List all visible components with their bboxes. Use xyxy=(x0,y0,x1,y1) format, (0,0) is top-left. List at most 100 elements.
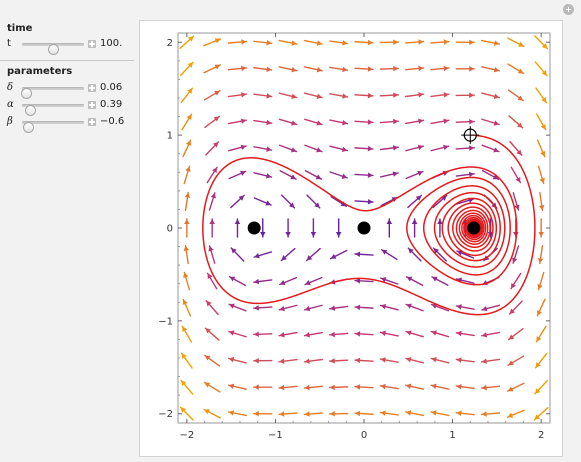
vector-arrow xyxy=(405,330,424,338)
x-tick-label: 1 xyxy=(449,430,455,441)
vector-arrow xyxy=(205,300,219,316)
equilibrium-point xyxy=(247,221,261,235)
reset-plus-icon[interactable] xyxy=(563,4,574,15)
vector-arrow xyxy=(328,384,349,391)
start-point-locator xyxy=(461,126,480,145)
vector-arrow xyxy=(227,118,248,125)
delta-slider[interactable] xyxy=(20,87,84,99)
vector-arrow xyxy=(430,144,450,152)
vector-arrow xyxy=(303,304,323,312)
plot-axes: −2 −2 −1 −1 0 0 1 1 2 2 xyxy=(158,32,551,441)
vector-arrow xyxy=(303,358,324,364)
vector-arrow xyxy=(455,119,475,125)
vector-arrow xyxy=(253,66,273,73)
vector-arrow xyxy=(354,172,374,178)
vector-arrow xyxy=(227,383,247,390)
vector-arrow xyxy=(480,331,501,338)
vector-arrow xyxy=(253,93,273,99)
vector-arrow xyxy=(204,327,220,341)
vector-arrow xyxy=(354,410,374,417)
vector-arrow xyxy=(405,118,425,125)
vector-arrow xyxy=(329,119,349,126)
vector-arrow xyxy=(509,140,523,156)
vector-arrow xyxy=(228,303,247,312)
vector-arrow xyxy=(203,408,221,419)
vector-arrow xyxy=(330,195,348,207)
vector-arrow xyxy=(354,39,374,46)
vector-arrow xyxy=(304,144,323,153)
vector-arrow xyxy=(206,166,218,184)
vector-arrow xyxy=(253,357,273,364)
vector-arrow xyxy=(204,115,221,129)
vector-arrow xyxy=(303,411,324,417)
time-slider[interactable] xyxy=(22,43,84,55)
alpha-slider[interactable] xyxy=(22,104,84,116)
vector-arrow xyxy=(234,218,241,238)
phase-portrait-plot[interactable]: −2 −2 −1 −1 0 0 1 1 2 2 xyxy=(140,21,562,456)
vector-arrow xyxy=(253,146,273,152)
vector-arrow xyxy=(278,92,298,99)
vector-arrow xyxy=(380,249,398,261)
vector-arrow xyxy=(278,331,298,338)
vector-arrow xyxy=(481,92,500,100)
vector-arrow xyxy=(405,276,424,286)
vector-arrow xyxy=(380,277,399,285)
vector-arrow xyxy=(208,245,216,264)
vector-arrow xyxy=(379,383,399,390)
vector-arrow xyxy=(480,411,501,417)
vector-arrow xyxy=(278,358,298,364)
vector-arrow xyxy=(228,356,247,364)
time-expand-icon[interactable] xyxy=(88,40,96,48)
vector-arrow xyxy=(537,271,545,291)
vector-arrow xyxy=(303,39,323,46)
vector-arrow xyxy=(285,218,291,238)
vector-arrow xyxy=(405,357,425,364)
trajectory-curve xyxy=(202,134,536,316)
vector-arrow xyxy=(209,218,215,238)
vector-arrow xyxy=(228,170,247,180)
vector-arrow xyxy=(405,144,425,152)
vector-arrow xyxy=(404,39,425,45)
alpha-expand-icon[interactable] xyxy=(88,101,96,109)
alpha-slider-thumb[interactable] xyxy=(25,105,37,116)
vector-arrow xyxy=(354,66,374,72)
time-slider-thumb[interactable] xyxy=(48,44,59,55)
vector-arrow xyxy=(260,218,266,238)
equilibrium-point xyxy=(467,221,481,235)
beta-expand-icon[interactable] xyxy=(88,118,96,126)
vector-arrow xyxy=(437,218,443,238)
vector-arrow xyxy=(182,139,192,158)
vector-arrow xyxy=(455,145,475,151)
vector-arrow xyxy=(329,93,349,99)
vector-arrow xyxy=(481,144,500,153)
vector-arrow xyxy=(303,384,324,391)
vector-arrow xyxy=(535,87,548,104)
vector-arrow xyxy=(278,304,298,312)
vector-arrow xyxy=(538,218,544,238)
vector-arrow xyxy=(455,39,475,46)
vector-arrow xyxy=(379,145,399,151)
vector-arrow xyxy=(253,278,273,285)
time-value: 100. xyxy=(100,38,123,49)
delta-slider-thumb[interactable] xyxy=(20,88,32,99)
beta-slider[interactable] xyxy=(22,121,84,133)
vector-arrow xyxy=(354,145,374,152)
delta-expand-icon[interactable] xyxy=(88,84,96,92)
start-point-locator-icon[interactable] xyxy=(461,126,480,145)
vector-arrow xyxy=(281,194,296,209)
vector-arrow xyxy=(534,379,549,395)
vector-arrow xyxy=(534,61,548,77)
vector-arrow xyxy=(455,66,475,72)
vector-arrow xyxy=(278,384,298,391)
delta-label: δ xyxy=(7,82,14,93)
vector-arrow xyxy=(180,87,194,104)
vector-arrow xyxy=(481,39,501,46)
vector-arrow xyxy=(253,119,273,126)
vector-arrow xyxy=(481,169,500,180)
vector-arrow xyxy=(405,410,425,417)
vector-arrow xyxy=(228,330,247,338)
y-tick-label: 2 xyxy=(167,38,173,49)
beta-slider-thumb[interactable] xyxy=(23,122,35,133)
equilibrium-points xyxy=(247,221,481,235)
vector-arrow xyxy=(430,410,450,417)
